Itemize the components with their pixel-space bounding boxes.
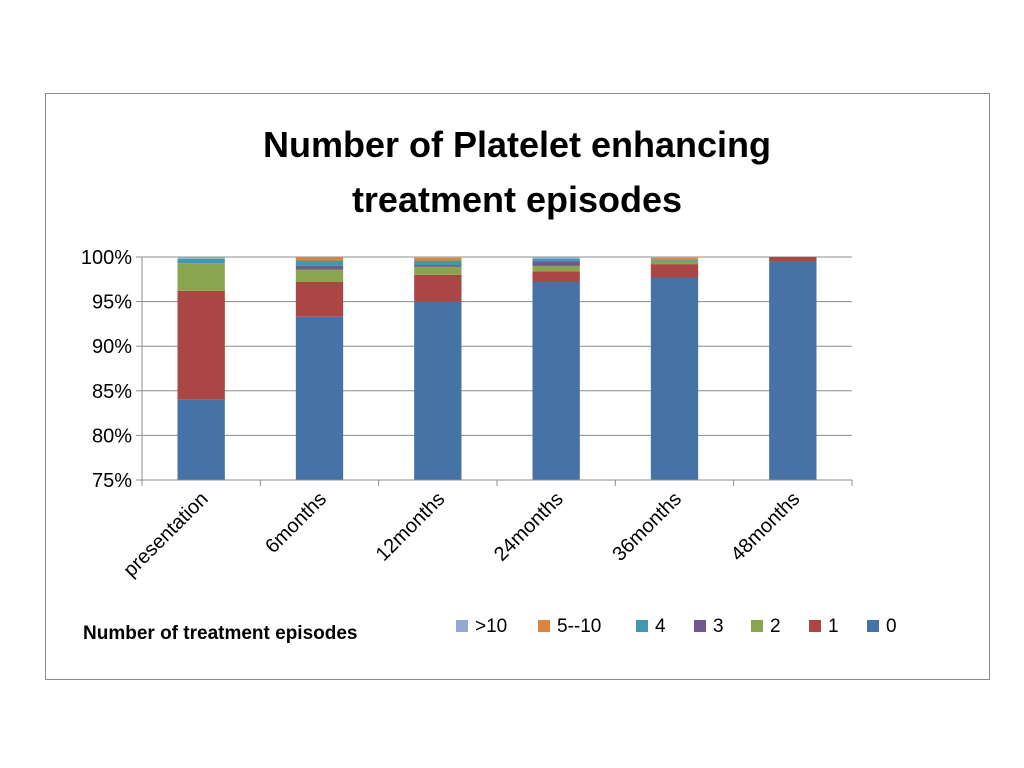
bar-segment-6months-4: [295, 260, 344, 266]
x-tick-labels: presentation 6months 12months 24months 36mon…: [119, 488, 804, 581]
y-tick-label: 75%: [92, 470, 132, 492]
bar-segment-36months-5--10: [650, 257, 699, 260]
bars: [177, 257, 817, 480]
y-tick-label: 100%: [81, 247, 132, 269]
bar-segment-presentation->10: [177, 257, 225, 259]
legend-label: 1: [828, 616, 839, 637]
bar-segment-12months-1: [414, 274, 462, 302]
x-tick-label: 24months: [490, 488, 568, 566]
x-tick-label: 48months: [727, 488, 805, 566]
x-tick-label: 12months: [372, 488, 450, 566]
bar-segment-12months-3: [414, 265, 462, 267]
chart-title-line-2: treatment episodes: [352, 179, 682, 220]
bar-segment-presentation-2: [177, 263, 225, 291]
legend-label: 5--10: [557, 616, 601, 637]
bar-segment-24months-0: [532, 281, 580, 480]
bar-segment-48months-0: [769, 261, 817, 480]
y-tick-label: 95%: [92, 292, 132, 314]
legend-label: 2: [770, 616, 781, 637]
bar-segment-24months-4: [532, 258, 580, 262]
chart-frame: Number of Platelet enhancing treatment e…: [45, 93, 990, 680]
bar-segment-24months-1: [532, 271, 580, 282]
x-tick-label: 6months: [261, 488, 331, 558]
bar-segment-6months-3: [295, 265, 344, 270]
bar-segment-6months-5--10: [295, 257, 344, 261]
legend-swatch: [809, 620, 821, 632]
legend-label: >10: [475, 616, 507, 637]
legend-swatch: [867, 620, 879, 632]
y-tick-labels: 75% 80% 85% 90% 95% 100%: [81, 247, 132, 492]
chart-title-line-1: Number of Platelet enhancing: [263, 124, 771, 165]
legend-label: 4: [655, 616, 666, 637]
bar-segment-12months-4: [414, 260, 462, 266]
legend-swatch: [456, 620, 468, 632]
x-axis-title: Number of treatment episodes: [83, 623, 358, 644]
legend-swatch: [694, 620, 706, 632]
gridlines: [142, 256, 852, 481]
bar-segment-12months-2: [414, 266, 462, 275]
axes: [136, 256, 853, 486]
bar-segment-48months-1: [769, 257, 817, 262]
bar-segment-12months-0: [414, 301, 462, 480]
bar-segment-36months->10: [650, 257, 699, 258]
legend-label: 3: [713, 616, 724, 637]
legend-item-4: 4: [636, 616, 666, 637]
bar-segment-24months->10: [532, 257, 580, 259]
legend-item-5--10: 5--10: [538, 616, 601, 637]
x-tick-label: presentation: [119, 488, 212, 581]
legend-item-2: 2: [751, 616, 781, 637]
legend: >10 5--10 4 3 2 1 0: [456, 616, 897, 637]
legend-swatch: [636, 620, 648, 632]
bar-segment-12months->10: [414, 257, 462, 258]
bar-segment-presentation-0: [177, 399, 225, 480]
x-tick-label: 36months: [608, 488, 686, 566]
bar-segment-presentation-1: [177, 290, 225, 400]
y-tick-label: 85%: [92, 381, 132, 403]
bar-segment-6months-0: [295, 316, 344, 480]
legend-label: 0: [886, 616, 897, 637]
bar-segment-6months-2: [295, 269, 344, 282]
bar-segment-36months-4: [650, 259, 699, 261]
bar-segment-36months-2: [650, 260, 699, 265]
y-tick-label: 90%: [92, 336, 132, 358]
legend-item-3: 3: [694, 616, 724, 637]
bar-segment-24months-2: [532, 265, 580, 272]
y-tick-label: 80%: [92, 425, 132, 447]
bar-segment-12months-5--10: [414, 257, 462, 261]
bar-segment-36months-1: [650, 264, 699, 278]
legend-item-1: 1: [809, 616, 839, 637]
bar-segment-presentation-4: [177, 258, 225, 264]
legend-item-0: 0: [867, 616, 897, 637]
bar-segment-36months-0: [650, 277, 699, 480]
legend-item->10: >10: [456, 616, 507, 637]
chart-svg: Number of Platelet enhancing treatment e…: [81, 124, 897, 644]
legend-swatch: [538, 620, 550, 632]
bar-segment-24months-3: [532, 261, 580, 266]
legend-swatch: [751, 620, 763, 632]
bar-segment-6months-1: [295, 281, 344, 317]
